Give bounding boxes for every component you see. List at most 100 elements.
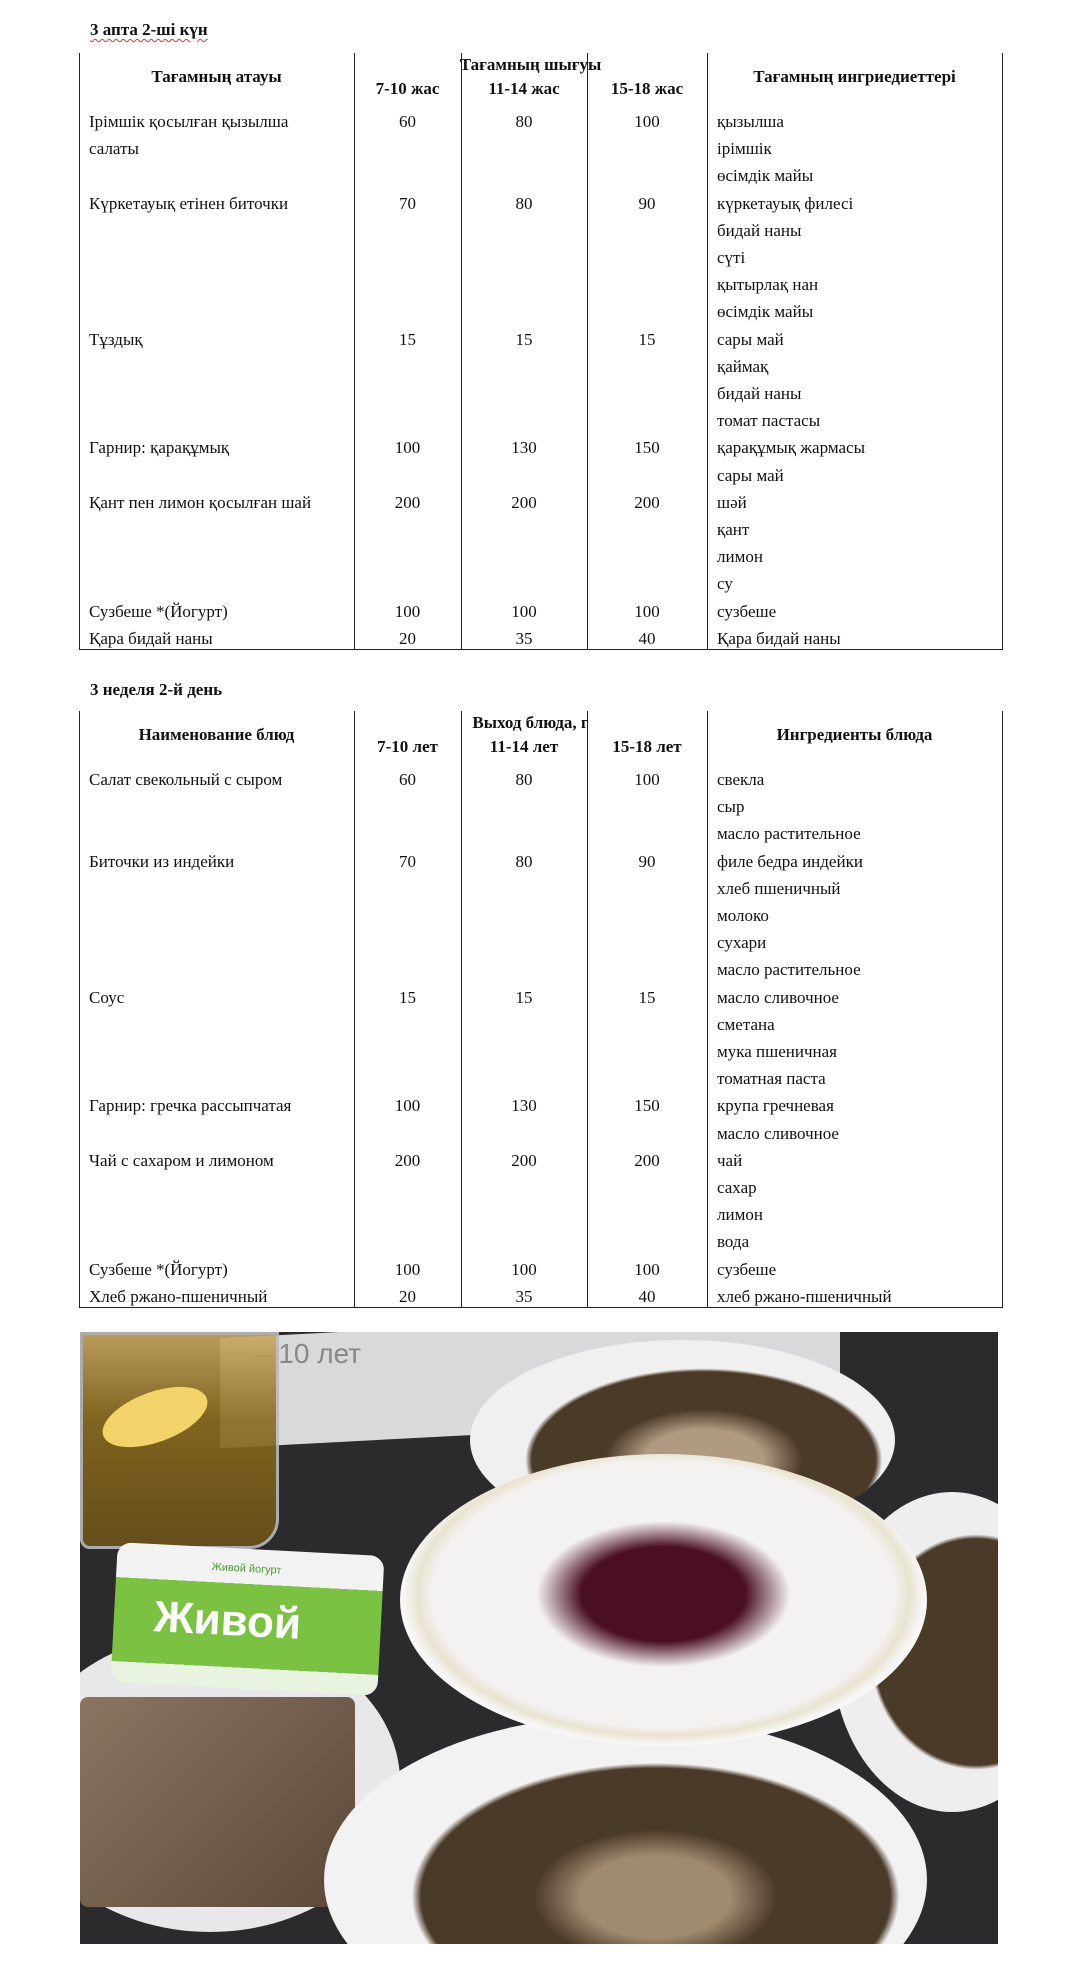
table-row: Сузбеше *(Йогурт) 100 100 100 сузбеше — [79, 598, 1003, 625]
ingredient: қытырлақ нан — [717, 275, 819, 295]
portion-2: 150 — [634, 1096, 660, 1116]
table-row: вода — [79, 1228, 1003, 1255]
table-row: масло растительное — [79, 820, 1003, 847]
portion-0: 100 — [394, 438, 421, 458]
table-row: сахар — [79, 1174, 1003, 1201]
ru-menu-table: Наименование блюд Выход блюда, г Ингредиен… — [79, 711, 1003, 1308]
portion-2: 150 — [634, 438, 660, 458]
ingredient: бидай наны — [717, 384, 802, 403]
dish-name: Қант пен лимон қосылған шай — [89, 492, 312, 512]
column-divider — [707, 711, 708, 1308]
header-age-0: 7-10 жас — [375, 79, 440, 98]
ingredient: бидай наны — [717, 220, 802, 240]
ingredient: өсімдік майы — [717, 302, 814, 322]
ru-table-title: 3 неделя 2-й день — [90, 680, 223, 699]
table-row: масло растительное — [79, 956, 1003, 983]
table-row: томатная паста — [79, 1065, 1003, 1092]
table-row: Хлеб ржано-пшеничный 20 35 40 хлеб ржано-пше… — [79, 1283, 1003, 1310]
table-row: Қара бидай наны 20 35 40 Қара бидай наны — [79, 625, 1003, 652]
table-row: өсімдік майы — [79, 162, 1003, 189]
ingredient: Қара бидай наны — [717, 628, 841, 648]
table-row: томат пастасы — [79, 407, 1003, 434]
table-row: молоко — [79, 902, 1003, 929]
ingredient: сүті — [717, 248, 746, 267]
yogurt-cup: Живой Живой йогурт — [110, 1542, 385, 1696]
table-row: Күркетауық етінен биточки 70 80 90 күркетауы… — [79, 190, 1003, 217]
table-row: хлеб пшеничный — [79, 875, 1003, 902]
dish-name: Чай с сахаром и лимоном — [89, 1150, 274, 1170]
ingredient: филе бедра индейки — [717, 851, 863, 871]
ingredient: сары май — [717, 465, 784, 485]
portion-0: 100 — [394, 1259, 421, 1279]
table-row: қытырлақ нан — [79, 271, 1003, 298]
table-bottom-border — [79, 1306, 1003, 1308]
portion-2: 100 — [634, 601, 660, 621]
ingredient: молоко — [717, 906, 769, 925]
ingredient: свекла — [717, 770, 765, 789]
portion-1: 80 — [515, 770, 533, 789]
column-divider — [587, 53, 588, 650]
ingredient: томатная паста — [717, 1069, 826, 1089]
ingredient: қант — [717, 520, 750, 539]
portion-2: 200 — [634, 492, 660, 512]
header-age-2: 15-18 жас — [610, 79, 684, 98]
table-row: Соус 15 15 15 масло сливочное — [79, 984, 1003, 1011]
ingredient: масло растительное — [717, 824, 861, 844]
ingredient: чай — [717, 1150, 743, 1170]
portion-1: 130 — [511, 438, 537, 458]
dish-name: Күркетауық етінен биточки — [89, 193, 289, 213]
table-row: Гарнир: қарақұмық 100 130 150 қарақұмық жарм… — [79, 434, 1003, 461]
portion-0: 15 — [399, 987, 416, 1007]
table-row: Гарнир: гречка рассыпчатая 100 130 150 крупа… — [79, 1092, 1003, 1119]
header-ingredients: Ингредиенты блюда — [776, 725, 933, 744]
meal-photo: – 10 лет Живой Живой йогурт — [80, 1332, 998, 1944]
portion-1: 130 — [511, 1096, 537, 1116]
portion-2: 15 — [638, 987, 656, 1007]
header-output: Тағамның шығуы — [459, 55, 602, 74]
ingredient: сыр — [717, 797, 745, 817]
ingredient: мука пшеничная — [717, 1042, 837, 1061]
tea-glass — [80, 1332, 279, 1549]
table-row: мука пшеничная — [79, 1038, 1003, 1065]
column-divider — [461, 711, 462, 1308]
table-row: бидай наны — [79, 380, 1003, 407]
ingredient: қаймақ — [717, 356, 769, 376]
dish-name: Сузбеше *(Йогурт) — [89, 601, 228, 621]
portion-2: 90 — [638, 851, 656, 871]
ingredient: қызылша — [717, 112, 784, 131]
portion-1: 80 — [515, 193, 533, 213]
ingredient: лимон — [717, 1205, 763, 1225]
ingredient: вода — [717, 1232, 750, 1252]
table-row: Чай с сахаром и лимоном 200 200 200 чай — [79, 1147, 1003, 1174]
table-row: сары май — [79, 462, 1003, 489]
ingredient: су — [717, 574, 733, 594]
ingredient: хлеб пшеничный — [717, 878, 841, 898]
table-border — [1002, 711, 1003, 1308]
column-divider — [461, 53, 462, 650]
beet-salad-bowl — [400, 1454, 927, 1746]
ingredient: сухари — [717, 933, 767, 953]
ingredient: масло сливочное — [717, 1123, 839, 1143]
ingredient: сметана — [717, 1014, 775, 1034]
column-divider — [354, 53, 355, 650]
dish-name: Ірімшік қосылған қызылша — [89, 112, 289, 131]
dish-name: Соус — [89, 987, 125, 1007]
ingredient: күркетауық филесі — [717, 193, 854, 213]
portion-2: 100 — [634, 770, 660, 789]
dish-name: Тұздық — [89, 329, 143, 349]
table-row: Сузбеше *(Йогурт) 100 100 100 сузбеше — [79, 1256, 1003, 1283]
table-row: қаймақ — [79, 353, 1003, 380]
portion-0: 20 — [399, 628, 416, 648]
table-border — [1002, 53, 1003, 650]
ingredient: қарақұмық жармасы — [717, 438, 865, 458]
table-row: сүті — [79, 244, 1003, 271]
portion-2: 200 — [634, 1150, 660, 1170]
portion-0: 15 — [399, 329, 416, 349]
yogurt-logo: Живой — [152, 1592, 303, 1649]
table-row: Қант пен лимон қосылған шай 200 200 200 шәй — [79, 489, 1003, 516]
table-row: масло сливочное — [79, 1120, 1003, 1147]
header-ingredients: Тағамның ингриедиеттері — [753, 67, 956, 86]
kz-menu-table: Тағамның атауы Тағамның шығуы Тағамның инг… — [79, 53, 1003, 650]
portion-2: 90 — [638, 193, 656, 213]
column-divider — [707, 53, 708, 650]
